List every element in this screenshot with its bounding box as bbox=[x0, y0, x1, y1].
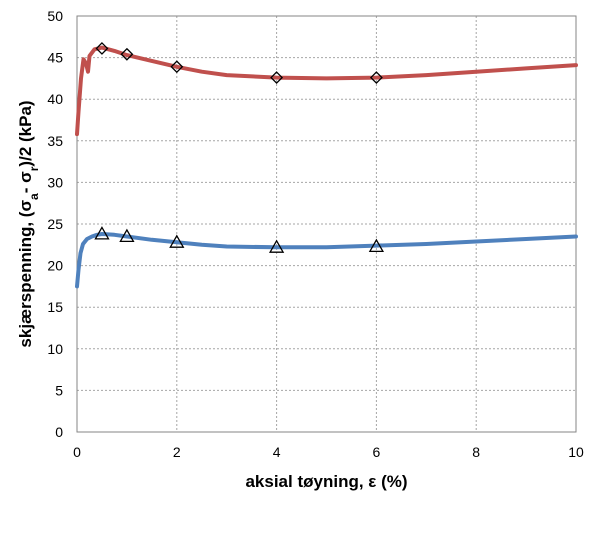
y-tick-label: 15 bbox=[47, 299, 63, 315]
x-tick-label: 4 bbox=[273, 444, 281, 460]
triangle-marker bbox=[169, 234, 185, 248]
triangle-marker bbox=[368, 238, 385, 252]
marker-layer bbox=[94, 42, 385, 253]
diamond-marker bbox=[369, 71, 383, 84]
y-axis-title: skjærspenning, (σa- σr)/2 (kPa) bbox=[16, 100, 41, 347]
series-line-1 bbox=[75, 45, 578, 137]
y-axis-title-sub-a: a bbox=[27, 193, 41, 200]
y-axis-title-sub-r: r bbox=[27, 166, 41, 171]
diamond-marker bbox=[120, 47, 134, 61]
y-tick-label: 40 bbox=[47, 91, 63, 107]
y-axis-title-part: - σ bbox=[16, 171, 35, 193]
y-tick-label: 35 bbox=[47, 133, 63, 149]
diamond-marker bbox=[270, 71, 284, 84]
y-tick-label: 45 bbox=[47, 50, 63, 66]
x-tick-label: 8 bbox=[472, 444, 480, 460]
y-tick-label: 50 bbox=[47, 8, 63, 24]
gridlines bbox=[77, 16, 576, 432]
y-tick-label: 10 bbox=[47, 341, 63, 357]
series-layer bbox=[75, 45, 578, 289]
triangle-marker bbox=[268, 239, 285, 253]
y-tick-label: 20 bbox=[47, 258, 63, 274]
x-axis-ticks: 0 2 4 6 8 10 bbox=[73, 444, 584, 460]
y-axis-title-part: )/2 (kPa) bbox=[16, 100, 35, 166]
plot-frame bbox=[76, 15, 577, 433]
diamond-marker bbox=[95, 42, 109, 55]
series-line-2 bbox=[75, 232, 578, 289]
x-tick-label: 10 bbox=[568, 444, 584, 460]
y-tick-label: 0 bbox=[55, 424, 63, 440]
x-tick-label: 0 bbox=[73, 444, 81, 460]
y-tick-label: 30 bbox=[47, 174, 63, 190]
triangle-marker bbox=[94, 226, 110, 240]
y-axis-title-part: skjærspenning, (σ bbox=[16, 200, 35, 348]
diamond-marker bbox=[170, 60, 184, 74]
x-axis-title: aksial tøyning, ε (%) bbox=[245, 472, 407, 491]
y-tick-label: 5 bbox=[55, 382, 63, 398]
y-axis-ticks: 0 5 10 15 20 25 30 35 40 45 50 bbox=[47, 8, 63, 440]
x-tick-label: 2 bbox=[173, 444, 181, 460]
triangle-marker bbox=[119, 228, 135, 243]
y-tick-label: 25 bbox=[47, 216, 63, 232]
x-tick-label: 6 bbox=[373, 444, 381, 460]
